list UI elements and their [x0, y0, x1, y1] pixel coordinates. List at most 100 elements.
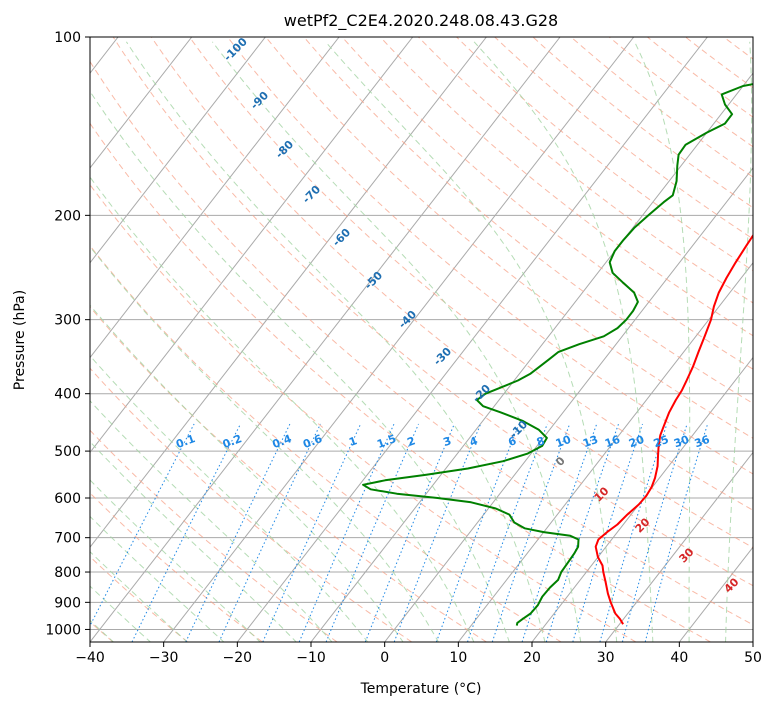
isotherm-line: [531, 356, 753, 642]
mixing-ratio-label: 3: [441, 434, 453, 449]
dry-adiabat-line: [265, 37, 753, 439]
isotherm-line: [90, 37, 561, 642]
mixing-ratio-label: 20: [627, 433, 646, 451]
moist-adiabat-line: [90, 355, 369, 642]
moist-adiabat-line: [725, 41, 753, 642]
moist-adiabat-line: [90, 441, 297, 642]
dry-adiabat-line: [189, 37, 753, 511]
x-tick-label: 10: [449, 650, 467, 666]
dewpoint-series-line: [362, 83, 753, 626]
moist-adiabat-line: [212, 41, 582, 642]
y-tick-label: 400: [54, 387, 81, 403]
mixing-ratio-label: 36: [693, 433, 712, 451]
dry-adiabat-line: [303, 37, 753, 404]
isotherm-line: [90, 37, 193, 169]
isotherm-line: [90, 37, 266, 264]
mixing-ratio-label: 4: [468, 434, 480, 449]
dry-adiabat-line: [379, 37, 753, 337]
mixing-ratio-line: [467, 423, 548, 642]
chart-title: wetPf2_C2E4.2020.248.08.43.G28: [284, 11, 558, 31]
moist-adiabat-line: [90, 400, 333, 642]
y-tick-label: 700: [54, 531, 81, 547]
isotherm-line: [90, 37, 340, 359]
isotherm-line: [236, 37, 708, 642]
mixing-ratio-line: [131, 423, 241, 642]
y-tick-label: 200: [54, 208, 81, 224]
y-tick-label: 800: [54, 565, 81, 581]
background-lines: [90, 37, 753, 642]
dry-adiabat-line: [456, 37, 753, 272]
temperature-series-line: [594, 233, 753, 625]
isotherm-line: [310, 72, 753, 642]
x-tick-label: −30: [149, 650, 179, 666]
dry-adiabat-line: [341, 37, 753, 370]
dry-adiabat-line: [112, 37, 753, 587]
isotherm-line: [90, 37, 487, 549]
mixing-ratio-label: 30: [672, 433, 691, 451]
mixing-ratio-label: 6: [507, 434, 519, 449]
moist-adiabat-line: [634, 41, 691, 642]
mixing-ratio-line: [218, 423, 321, 642]
line-labels: 0.1 0.2 0.4 0.6 1 1.5 2 3 4 6 8 10 13 16 20 25 30 36-100-…: [174, 35, 742, 596]
x-tick-label: 0: [380, 650, 389, 666]
x-tick-label: −20: [223, 650, 253, 666]
x-tick-label: 20: [523, 650, 541, 666]
mixing-ratio-label: 0.6: [301, 432, 324, 451]
x-tick-label: −40: [75, 650, 105, 666]
mixing-ratio-label: 13: [581, 433, 600, 450]
y-tick-label: 900: [54, 595, 81, 611]
plot-frame: [89, 36, 754, 643]
dry-adiabat-line: [90, 60, 753, 626]
mixing-ratio-line: [435, 423, 520, 642]
mixing-ratio-label: 0.4: [271, 432, 294, 451]
mixing-ratio-line: [644, 423, 709, 642]
moist-adiabat-line: [125, 41, 546, 642]
dry-adiabat-line: [90, 244, 562, 642]
x-tick-label: 40: [670, 650, 688, 666]
isotherm-line: [384, 167, 753, 642]
y-tick-label: 500: [54, 444, 81, 460]
mixing-ratio-line: [185, 423, 291, 642]
x-tick-label: −10: [296, 650, 326, 666]
mixing-ratio-line: [325, 423, 419, 642]
mixing-ratio-label: 16: [603, 433, 622, 451]
y-tick-label: 1000: [45, 622, 81, 638]
mixing-ratio-line: [491, 423, 571, 642]
isotherm-line: [90, 37, 414, 454]
y-tick-label: 600: [54, 491, 81, 507]
mixing-ratio-line: [621, 423, 688, 642]
x-tick-label: 50: [744, 650, 762, 666]
mixing-ratio-label: 1.5: [375, 432, 398, 451]
isotherm-line: [605, 451, 753, 642]
dry-adiabat-line: [90, 429, 338, 642]
dry-adiabat-line: [494, 37, 753, 240]
y-axis-label: Pressure (hPa): [12, 290, 28, 390]
mixing-ratio-label: 10: [554, 433, 573, 451]
isotherm-line: [457, 261, 753, 642]
dry-adiabat-line: [418, 37, 753, 304]
mixing-ratio-label: 0.2: [221, 432, 244, 451]
moist-adiabat-line: [90, 304, 404, 642]
dry-adiabat-line: [90, 183, 637, 642]
y-tick-label: 300: [54, 313, 81, 329]
mixing-ratio-label: 0.1: [174, 432, 197, 451]
axes: −40 −30 −20 −10 0 10 20 30 40 5010020030040050060…: [45, 30, 762, 666]
mixing-ratio-label: 8: [535, 434, 547, 449]
moist-adiabat-line: [325, 41, 618, 642]
x-tick-label: 30: [597, 650, 615, 666]
mixing-ratio-line: [364, 423, 455, 642]
mixing-ratio-line: [90, 423, 195, 627]
dry-adiabat-line: [150, 37, 753, 549]
moist-adiabat-line: [90, 176, 475, 642]
profile-lines: [362, 83, 753, 626]
moist-adiabat-line: [473, 41, 654, 642]
y-tick-label: 100: [54, 30, 81, 46]
moist-adiabat-line: [90, 245, 440, 642]
dry-adiabat-line: [90, 367, 413, 642]
mixing-ratio-label: 25: [652, 433, 671, 450]
mixing-ratio-label: 1: [347, 434, 359, 449]
isotherm-line: [163, 37, 635, 642]
x-axis-label: Temperature (°C): [360, 681, 482, 697]
mixing-ratio-label: 2: [405, 434, 417, 449]
